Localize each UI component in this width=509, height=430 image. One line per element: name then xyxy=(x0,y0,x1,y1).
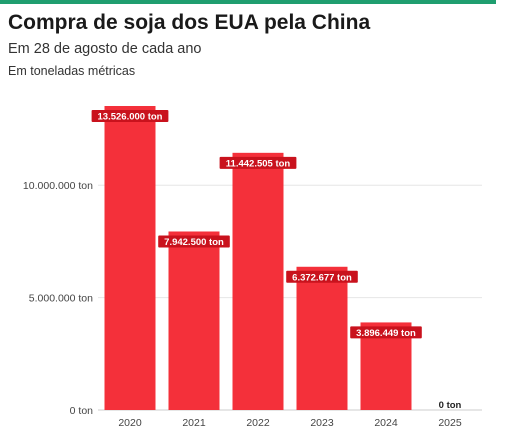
chart-subtitle: Em 28 de agosto de cada ano xyxy=(8,41,202,57)
x-tick-label: 2022 xyxy=(246,417,270,429)
data-label-bg xyxy=(286,270,358,283)
chart-title: Compra de soja dos EUA pela China xyxy=(8,11,371,34)
data-label: 6.372.677 ton xyxy=(292,272,352,283)
data-label-bg xyxy=(350,326,422,339)
data-label: 3.896.449 ton xyxy=(356,328,416,339)
x-tick-label: 2020 xyxy=(118,417,142,429)
data-label-bg xyxy=(219,156,297,169)
data-label: 13.526.000 ton xyxy=(98,112,163,123)
bar xyxy=(104,106,156,410)
data-label: 7.942.500 ton xyxy=(164,237,224,248)
x-tick-label: 2024 xyxy=(374,417,398,429)
y-tick-label: 5.000.000 ton xyxy=(29,293,93,305)
x-tick-label: 2021 xyxy=(182,417,206,429)
y-tick-label: 0 ton xyxy=(70,405,94,417)
y-tick-label: 10.000.000 ton xyxy=(23,180,93,192)
data-label: 0 ton xyxy=(439,400,462,411)
data-label-bg xyxy=(91,110,169,122)
bar xyxy=(296,266,348,410)
data-label-bg xyxy=(158,235,230,248)
data-label: 11.442.505 ton xyxy=(226,158,291,169)
bar xyxy=(168,231,220,410)
x-tick-label: 2023 xyxy=(310,417,334,429)
bar xyxy=(232,152,284,411)
accent-line xyxy=(0,0,496,4)
x-tick-label: 2025 xyxy=(438,417,462,429)
unit-note: Em toneladas métricas xyxy=(8,64,136,78)
